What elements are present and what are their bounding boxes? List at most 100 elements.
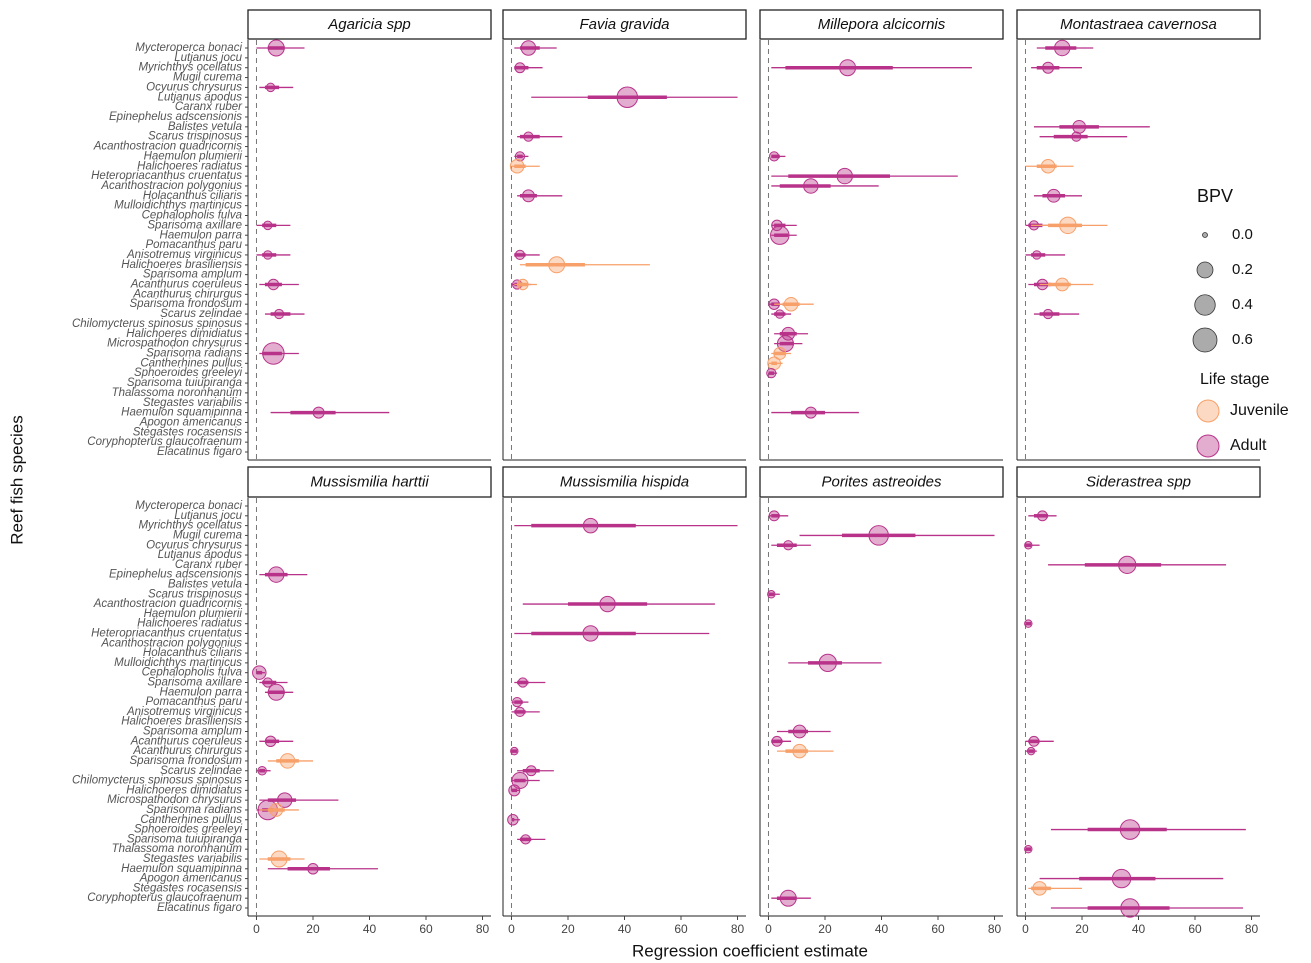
estimate-point: [1025, 845, 1032, 852]
estimate-point: [1060, 217, 1077, 234]
estimate-point: [515, 707, 524, 716]
estimate-point: [600, 596, 615, 611]
estimate-point: [266, 83, 274, 91]
estimate-point: [268, 684, 284, 700]
estimate-point: [837, 168, 852, 183]
estimate-point: [1112, 869, 1130, 887]
estimate-point: [769, 511, 779, 521]
estimate-point: [313, 407, 324, 418]
estimate-point: [1121, 899, 1139, 917]
x-tick-label: 60: [1188, 922, 1202, 936]
x-tick-label: 0: [253, 922, 260, 936]
estimate-point: [308, 864, 318, 874]
estimate-point: [274, 309, 283, 318]
stage-legend-label: Juvenile: [1230, 402, 1289, 419]
estimate-point: [771, 226, 789, 244]
estimate-point: [1029, 736, 1039, 746]
estimate-point: [508, 815, 518, 825]
panel-title: Mussismilia harttii: [310, 473, 429, 490]
estimate-point: [1120, 820, 1140, 840]
size-legend-title: BPV: [1197, 186, 1233, 206]
x-tick-label: 60: [419, 922, 433, 936]
x-tick-label: 20: [306, 922, 320, 936]
estimate-point: [768, 591, 775, 598]
chart: Regression coefficient estimate Reef fis…: [0, 0, 1311, 963]
estimate-point: [1072, 132, 1081, 141]
panel-title: Porites astreoides: [821, 473, 942, 490]
estimate-point: [1025, 541, 1032, 548]
estimate-point: [767, 369, 776, 378]
estimate-point: [819, 654, 836, 671]
estimate-point: [840, 60, 856, 76]
estimate-point: [617, 87, 638, 108]
estimate-point: [805, 407, 816, 418]
estimate-point: [869, 526, 889, 546]
size-legend-key: [1197, 262, 1213, 278]
panel-title: Mussismilia hispida: [560, 473, 689, 490]
estimate-point: [513, 697, 522, 706]
estimate-point: [518, 678, 527, 687]
estimate-point: [1037, 511, 1047, 521]
estimate-point: [768, 357, 781, 370]
estimate-point: [510, 159, 523, 172]
estimate-point: [524, 132, 533, 141]
estimate-point: [511, 747, 518, 754]
estimate-point: [583, 626, 598, 641]
estimate-point: [1025, 620, 1032, 627]
estimate-point: [1043, 309, 1052, 318]
x-tick-label: 60: [674, 922, 688, 936]
x-tick-label: 0: [1022, 922, 1029, 936]
stage-legend-title: Life stage: [1200, 371, 1269, 388]
x-tick-label: 20: [561, 922, 575, 936]
estimate-point: [515, 250, 524, 259]
estimate-point: [780, 890, 796, 906]
estimate-point: [1047, 189, 1060, 202]
estimate-point: [521, 835, 530, 844]
estimate-point: [515, 63, 525, 73]
x-tick-label: 80: [476, 922, 490, 936]
estimate-point: [776, 310, 784, 318]
panel-title: Favia gravida: [579, 16, 669, 33]
stage-legend-key: [1197, 435, 1219, 457]
estimate-point: [522, 190, 534, 202]
size-legend-label: 0.0: [1232, 226, 1253, 243]
panel-title: Siderastrea spp: [1086, 473, 1191, 490]
estimate-point: [1073, 120, 1086, 133]
estimate-point: [258, 766, 266, 774]
estimate-point: [1033, 251, 1041, 259]
estimate-point: [265, 736, 275, 746]
estimate-point: [263, 343, 284, 364]
size-legend-label: 0.2: [1232, 261, 1253, 278]
estimate-point: [804, 179, 819, 194]
estimate-point: [518, 279, 528, 289]
estimate-point: [1043, 62, 1054, 73]
estimate-point: [253, 666, 266, 679]
estimate-point: [1055, 40, 1070, 55]
estimate-point: [1056, 278, 1069, 291]
panel-title: Agaricia spp: [327, 16, 411, 33]
size-legend-label: 0.6: [1232, 331, 1253, 348]
estimate-point: [583, 518, 598, 533]
x-tick-label: 20: [1075, 922, 1089, 936]
size-legend-key: [1203, 233, 1208, 238]
estimate-point: [509, 785, 520, 796]
estimate-point: [1033, 882, 1046, 895]
stage-legend-key: [1197, 400, 1219, 422]
species-label: Elacatinus figaro: [157, 902, 243, 914]
x-tick-label: 40: [618, 922, 632, 936]
x-tick-label: 0: [765, 922, 772, 936]
x-tick-label: 0: [508, 922, 515, 936]
estimate-point: [549, 257, 565, 273]
size-legend-key: [1193, 328, 1217, 352]
estimate-point: [784, 541, 793, 550]
species-label: Elacatinus figaro: [157, 446, 243, 458]
estimate-point: [264, 221, 272, 229]
estimate-point: [271, 851, 287, 867]
estimate-point: [521, 41, 536, 56]
size-legend-key: [1195, 295, 1216, 316]
x-axis-title: Regression coefficient estimate: [632, 941, 868, 960]
estimate-point: [793, 744, 806, 757]
estimate-point: [772, 736, 782, 746]
size-legend-label: 0.4: [1232, 296, 1253, 313]
x-tick-label: 80: [1245, 922, 1259, 936]
